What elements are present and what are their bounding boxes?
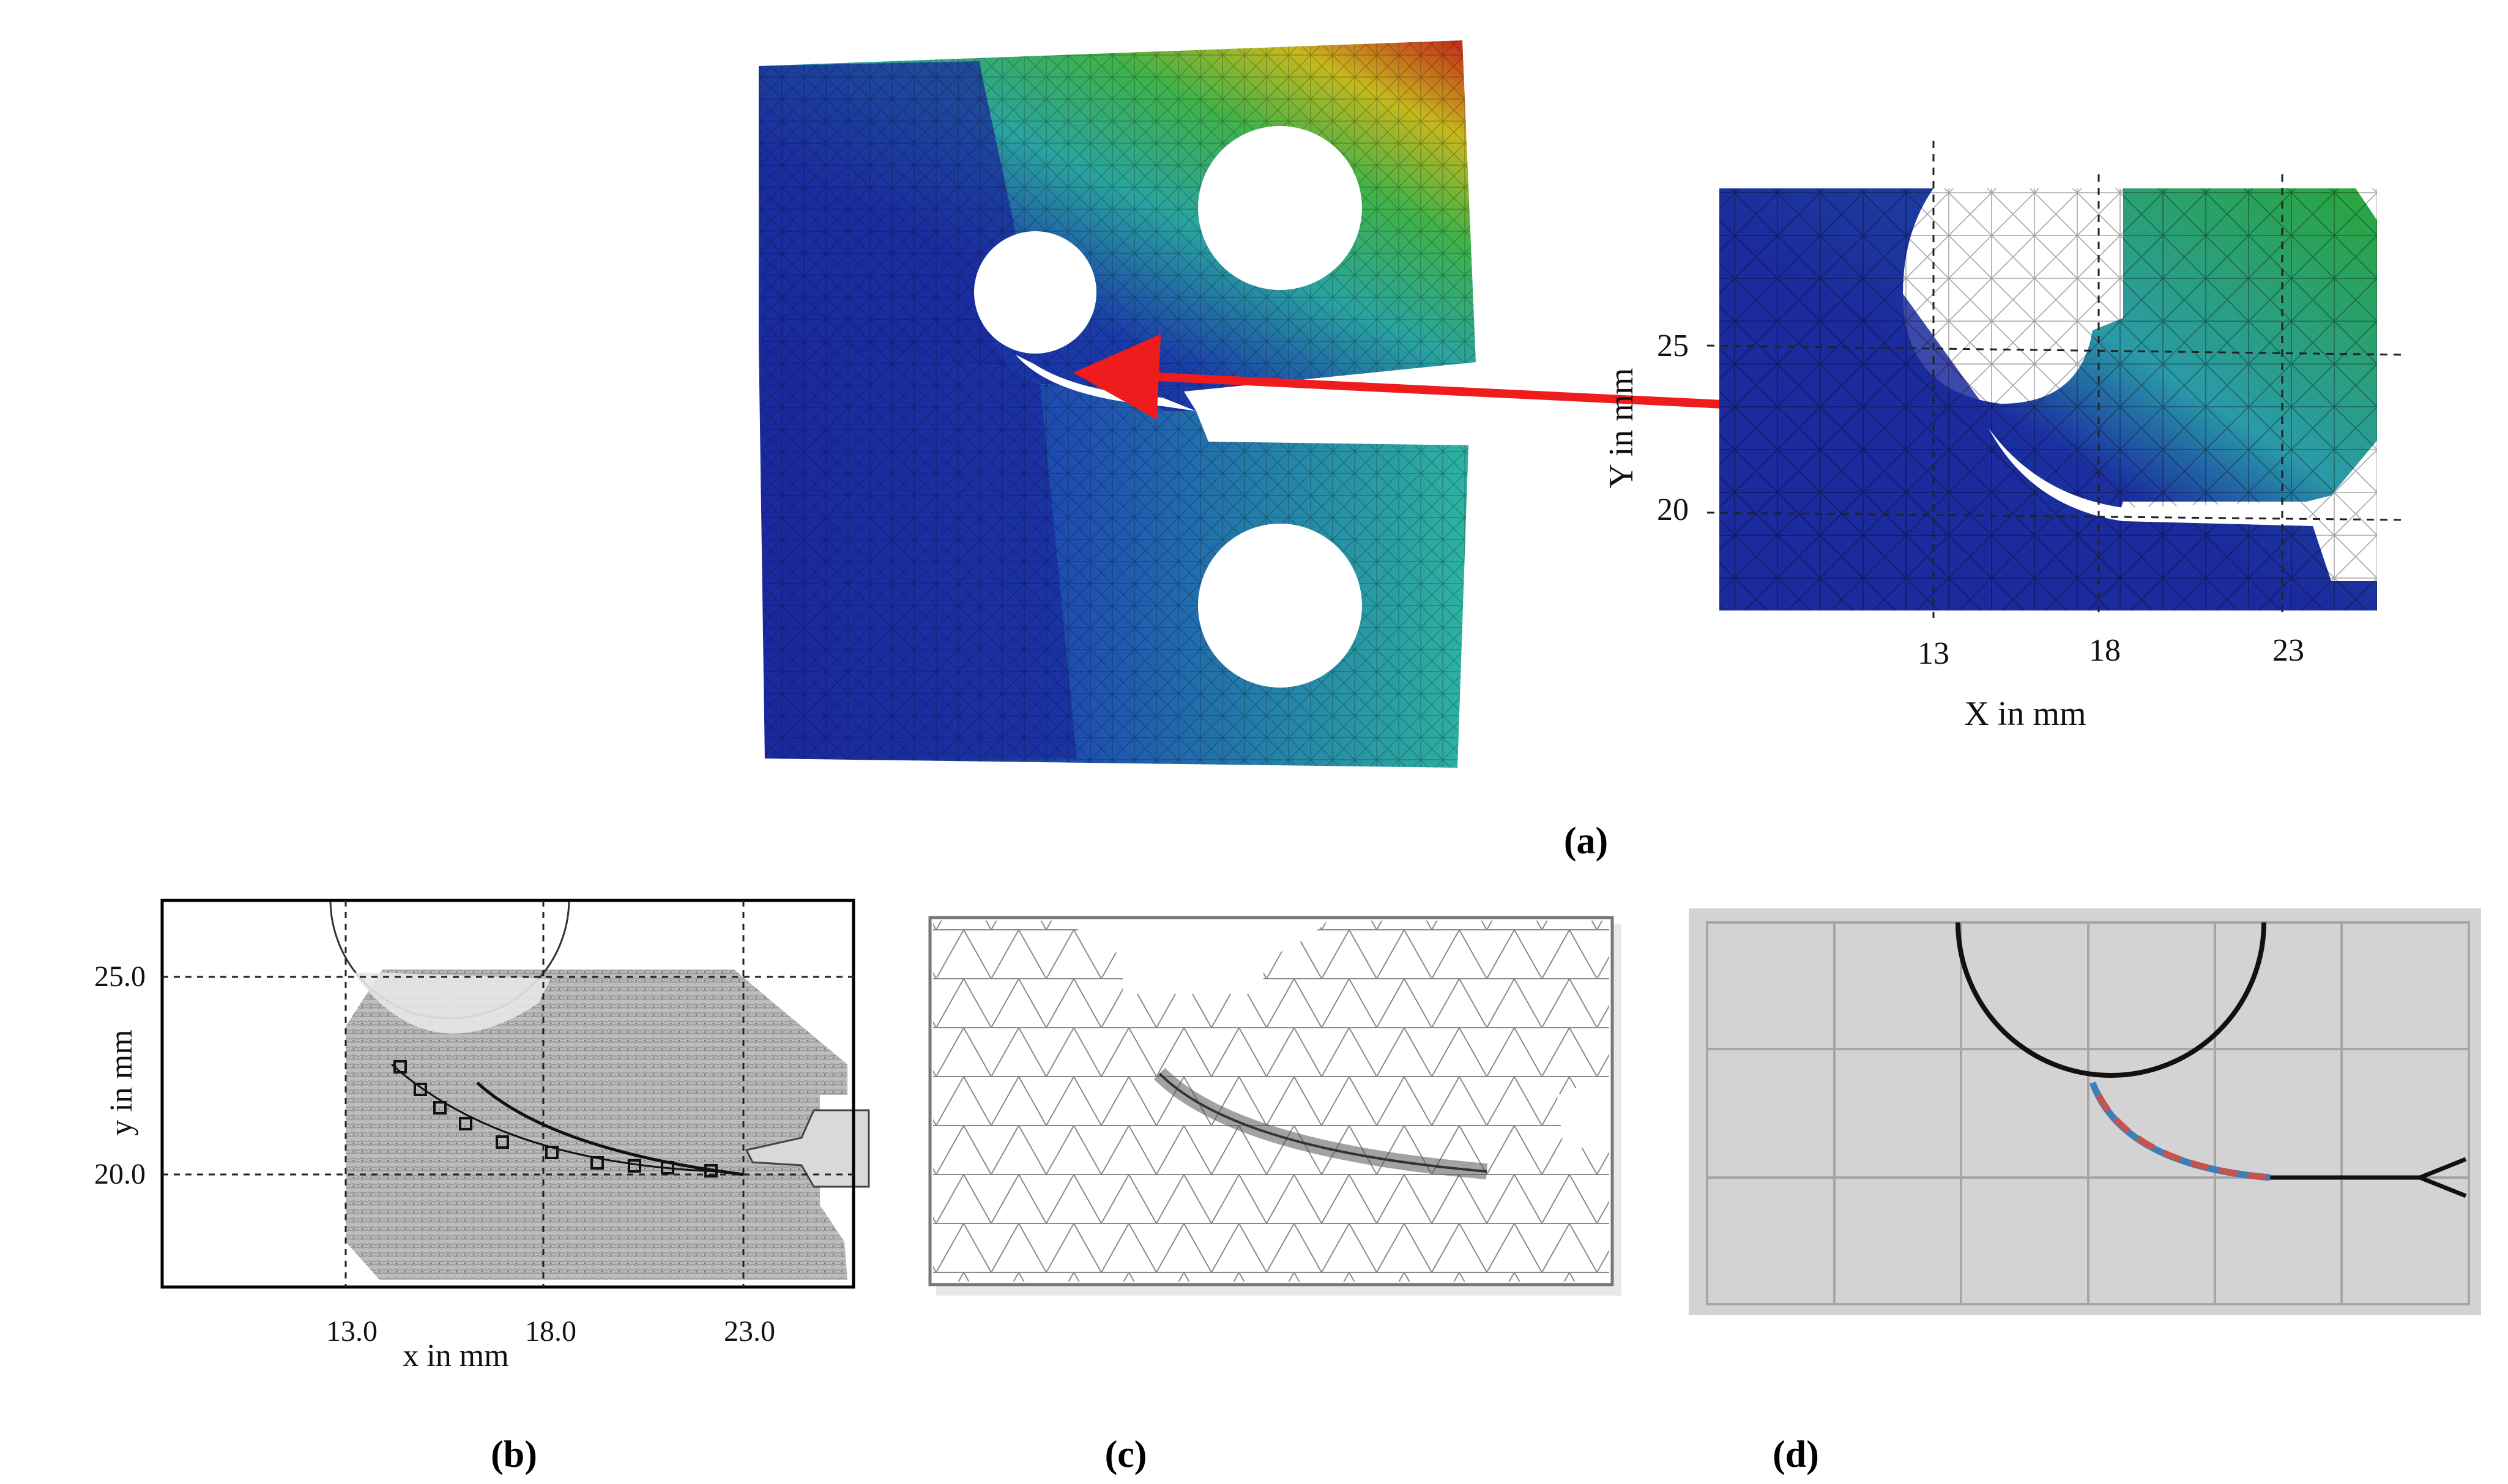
panel-a-zoom: 25 20 13 18 23 X in mm Y in mm	[1602, 141, 2405, 733]
zoom-arrow	[1073, 334, 1775, 420]
crack-markers	[393, 1060, 718, 1178]
panel-b: 25.0 20.0 13.0 18.0 23.0 x in mm y in mm	[94, 899, 870, 1373]
b-ylabel: y in mm	[104, 1030, 139, 1135]
panel-c	[928, 916, 1621, 1296]
crack-path	[476, 1081, 744, 1176]
zoom-xlabel: X in mm	[1964, 695, 2086, 733]
zoom-ytick-20: 20	[1657, 492, 1689, 527]
small-hole	[974, 231, 1096, 354]
zoom-ylabel: Y in mm	[1602, 368, 1640, 488]
lower-right-hole	[1198, 524, 1362, 688]
panel-d	[1689, 908, 2481, 1315]
b-xlabel: x in mm	[403, 1338, 508, 1373]
b-ytick-20: 20.0	[94, 1158, 146, 1190]
caption-d: (d)	[1773, 1434, 1819, 1475]
mesh	[933, 921, 1609, 1282]
b-xtick-23: 23.0	[724, 1315, 775, 1348]
b-xtick-13: 13.0	[326, 1315, 378, 1348]
crack-experimental	[2096, 1093, 2271, 1181]
panel-a-specimen	[759, 40, 1476, 768]
b-ytick-25: 25.0	[94, 960, 146, 993]
pin-outline	[1955, 922, 2266, 1078]
panel-b-frame	[160, 899, 855, 1289]
panel-d-bg	[1689, 908, 2481, 1315]
zoom-ytick-25: 25	[1657, 328, 1689, 363]
upper-right-hole	[1198, 126, 1362, 290]
caption-a: (a)	[1564, 820, 1608, 862]
zoom-xtick-18: 18	[2089, 633, 2121, 668]
zoom-xtick-23: 23	[2272, 633, 2304, 668]
zoom-xtick-13: 13	[1918, 636, 1949, 671]
b-xtick-18: 18.0	[525, 1315, 576, 1348]
caption-b: (b)	[491, 1434, 537, 1475]
caption-c: (c)	[1105, 1434, 1147, 1475]
specimen-photo	[346, 970, 847, 1280]
notch-line	[2270, 1157, 2467, 1198]
